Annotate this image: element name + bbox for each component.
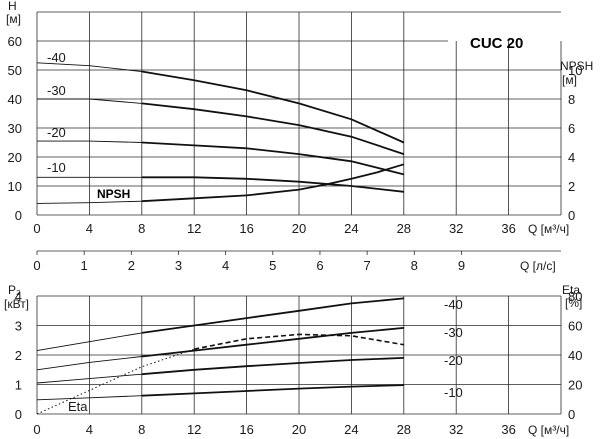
top-ytick-50: 50 xyxy=(8,63,22,78)
top-ytick-20: 20 xyxy=(8,150,22,165)
top-curve-label--30: -30 xyxy=(47,83,66,98)
top-ytick-10: 10 xyxy=(8,179,22,194)
eta-tick-80: 80 xyxy=(568,289,582,304)
p2-tick-2: 2 xyxy=(15,348,22,363)
eta-curve-dotted xyxy=(36,348,195,415)
top-curve-label--20: -20 xyxy=(47,125,66,140)
top-xtick-16: 16 xyxy=(239,221,253,236)
bot-curve-thin--20 xyxy=(36,373,142,384)
top-x-axis-label: Q [м³/ч] xyxy=(528,222,569,236)
bot-x-axis-label: Q [м³/ч] xyxy=(528,423,569,437)
top-curve--40 xyxy=(141,70,405,144)
top-xtick-0: 0 xyxy=(33,221,40,236)
ls-xtick-9: 9 xyxy=(458,258,465,273)
eta-axis-unit: [%] xyxy=(565,296,582,310)
top-xtick-24: 24 xyxy=(344,221,358,236)
top-curve-label--40: -40 xyxy=(47,50,66,65)
npsh-curve-label: NPSH xyxy=(97,187,130,201)
top-curve-NPSH xyxy=(141,163,405,203)
ls-xtick-8: 8 xyxy=(411,258,418,273)
eta-curve-label: Eta xyxy=(68,399,88,414)
bot-xtick-20: 20 xyxy=(292,422,306,437)
top-xtick-28: 28 xyxy=(397,221,411,236)
p2-tick-3: 3 xyxy=(15,319,22,334)
top-curve-thin--40 xyxy=(36,62,142,72)
ls-axis-label: Q [л/с] xyxy=(520,259,556,273)
chart-title: CUC 20 xyxy=(470,35,523,52)
top-curve-thin--30 xyxy=(37,98,142,104)
ls-xtick-4: 4 xyxy=(222,258,229,273)
bot-curve--20 xyxy=(141,357,404,376)
top-ytick-60: 60 xyxy=(8,34,22,49)
top-ytick-40: 40 xyxy=(8,92,22,107)
bot-curve-label--30: -30 xyxy=(444,325,463,340)
npsh-tick-0: 0 xyxy=(568,208,575,223)
bot-xtick-4: 4 xyxy=(86,422,93,437)
top-xtick-36: 36 xyxy=(501,221,515,236)
top-curve-label--10: -10 xyxy=(47,160,66,175)
npsh-tick-8: 8 xyxy=(568,92,575,107)
eta-axis-label: Eta xyxy=(562,283,580,297)
top-xtick-12: 12 xyxy=(187,221,201,236)
bot-curve-label--10: -10 xyxy=(444,385,463,400)
top-xtick-32: 32 xyxy=(449,221,463,236)
bot-curve--40 xyxy=(141,297,404,334)
bot-curve-thin--10 xyxy=(36,395,142,401)
bot-xtick-16: 16 xyxy=(239,422,253,437)
eta-tick-20: 20 xyxy=(568,378,582,393)
top-xtick-8: 8 xyxy=(138,221,145,236)
eta-curve xyxy=(194,333,404,350)
top-y-axis-label: H xyxy=(8,0,17,13)
top-curve-thin-NPSH xyxy=(36,200,142,204)
top-ytick-0: 0 xyxy=(15,208,22,223)
bot-xtick-28: 28 xyxy=(397,422,411,437)
ls-xtick-2: 2 xyxy=(128,258,135,273)
top-xtick-4: 4 xyxy=(86,221,93,236)
bot-curve--30 xyxy=(141,327,404,358)
top-curve--20 xyxy=(141,141,405,176)
p2-tick-0: 0 xyxy=(15,407,22,422)
bot-xtick-32: 32 xyxy=(449,422,463,437)
bot-xtick-12: 12 xyxy=(187,422,201,437)
bot-xtick-0: 0 xyxy=(33,422,40,437)
ls-xtick-1: 1 xyxy=(81,258,88,273)
ls-xtick-6: 6 xyxy=(316,258,323,273)
bot-curve-thin--30 xyxy=(36,356,142,371)
eta-tick-0: 0 xyxy=(568,407,575,422)
bot-curve-thin--40 xyxy=(36,332,142,352)
npsh-tick-6: 6 xyxy=(568,121,575,136)
p2-tick-4: 4 xyxy=(15,289,22,304)
ls-xtick-7: 7 xyxy=(364,258,371,273)
bot-curve-label--20: -20 xyxy=(444,353,463,368)
p2-axis-unit: [кВт] xyxy=(4,297,29,311)
p2-tick-1: 1 xyxy=(15,378,22,393)
ls-xtick-3: 3 xyxy=(175,258,182,273)
npsh-tick-2: 2 xyxy=(568,179,575,194)
bot-xtick-8: 8 xyxy=(138,422,145,437)
eta-tick-40: 40 xyxy=(568,348,582,363)
top-curve--30 xyxy=(141,102,405,155)
top-xtick-20: 20 xyxy=(292,221,306,236)
top-curve--10 xyxy=(141,176,404,193)
top-ytick-30: 30 xyxy=(8,121,22,136)
top-curve-thin--20 xyxy=(37,140,142,143)
top-y-axis-unit: [м] xyxy=(6,12,21,26)
p2-axis-label: P₂ xyxy=(8,283,21,297)
ls-xtick-5: 5 xyxy=(269,258,276,273)
npsh-axis-unit: [м] xyxy=(562,73,577,87)
eta-tick-60: 60 xyxy=(568,319,582,334)
npsh-axis-label: NPSH xyxy=(560,59,593,73)
bot-xtick-36: 36 xyxy=(501,422,515,437)
ls-xtick-0: 0 xyxy=(33,258,40,273)
npsh-tick-4: 4 xyxy=(568,150,575,165)
npsh-tick-10: 10 xyxy=(568,63,582,78)
bot-curve--10 xyxy=(141,384,404,397)
bot-xtick-24: 24 xyxy=(344,422,358,437)
bot-curve-label--40: -40 xyxy=(444,297,463,312)
